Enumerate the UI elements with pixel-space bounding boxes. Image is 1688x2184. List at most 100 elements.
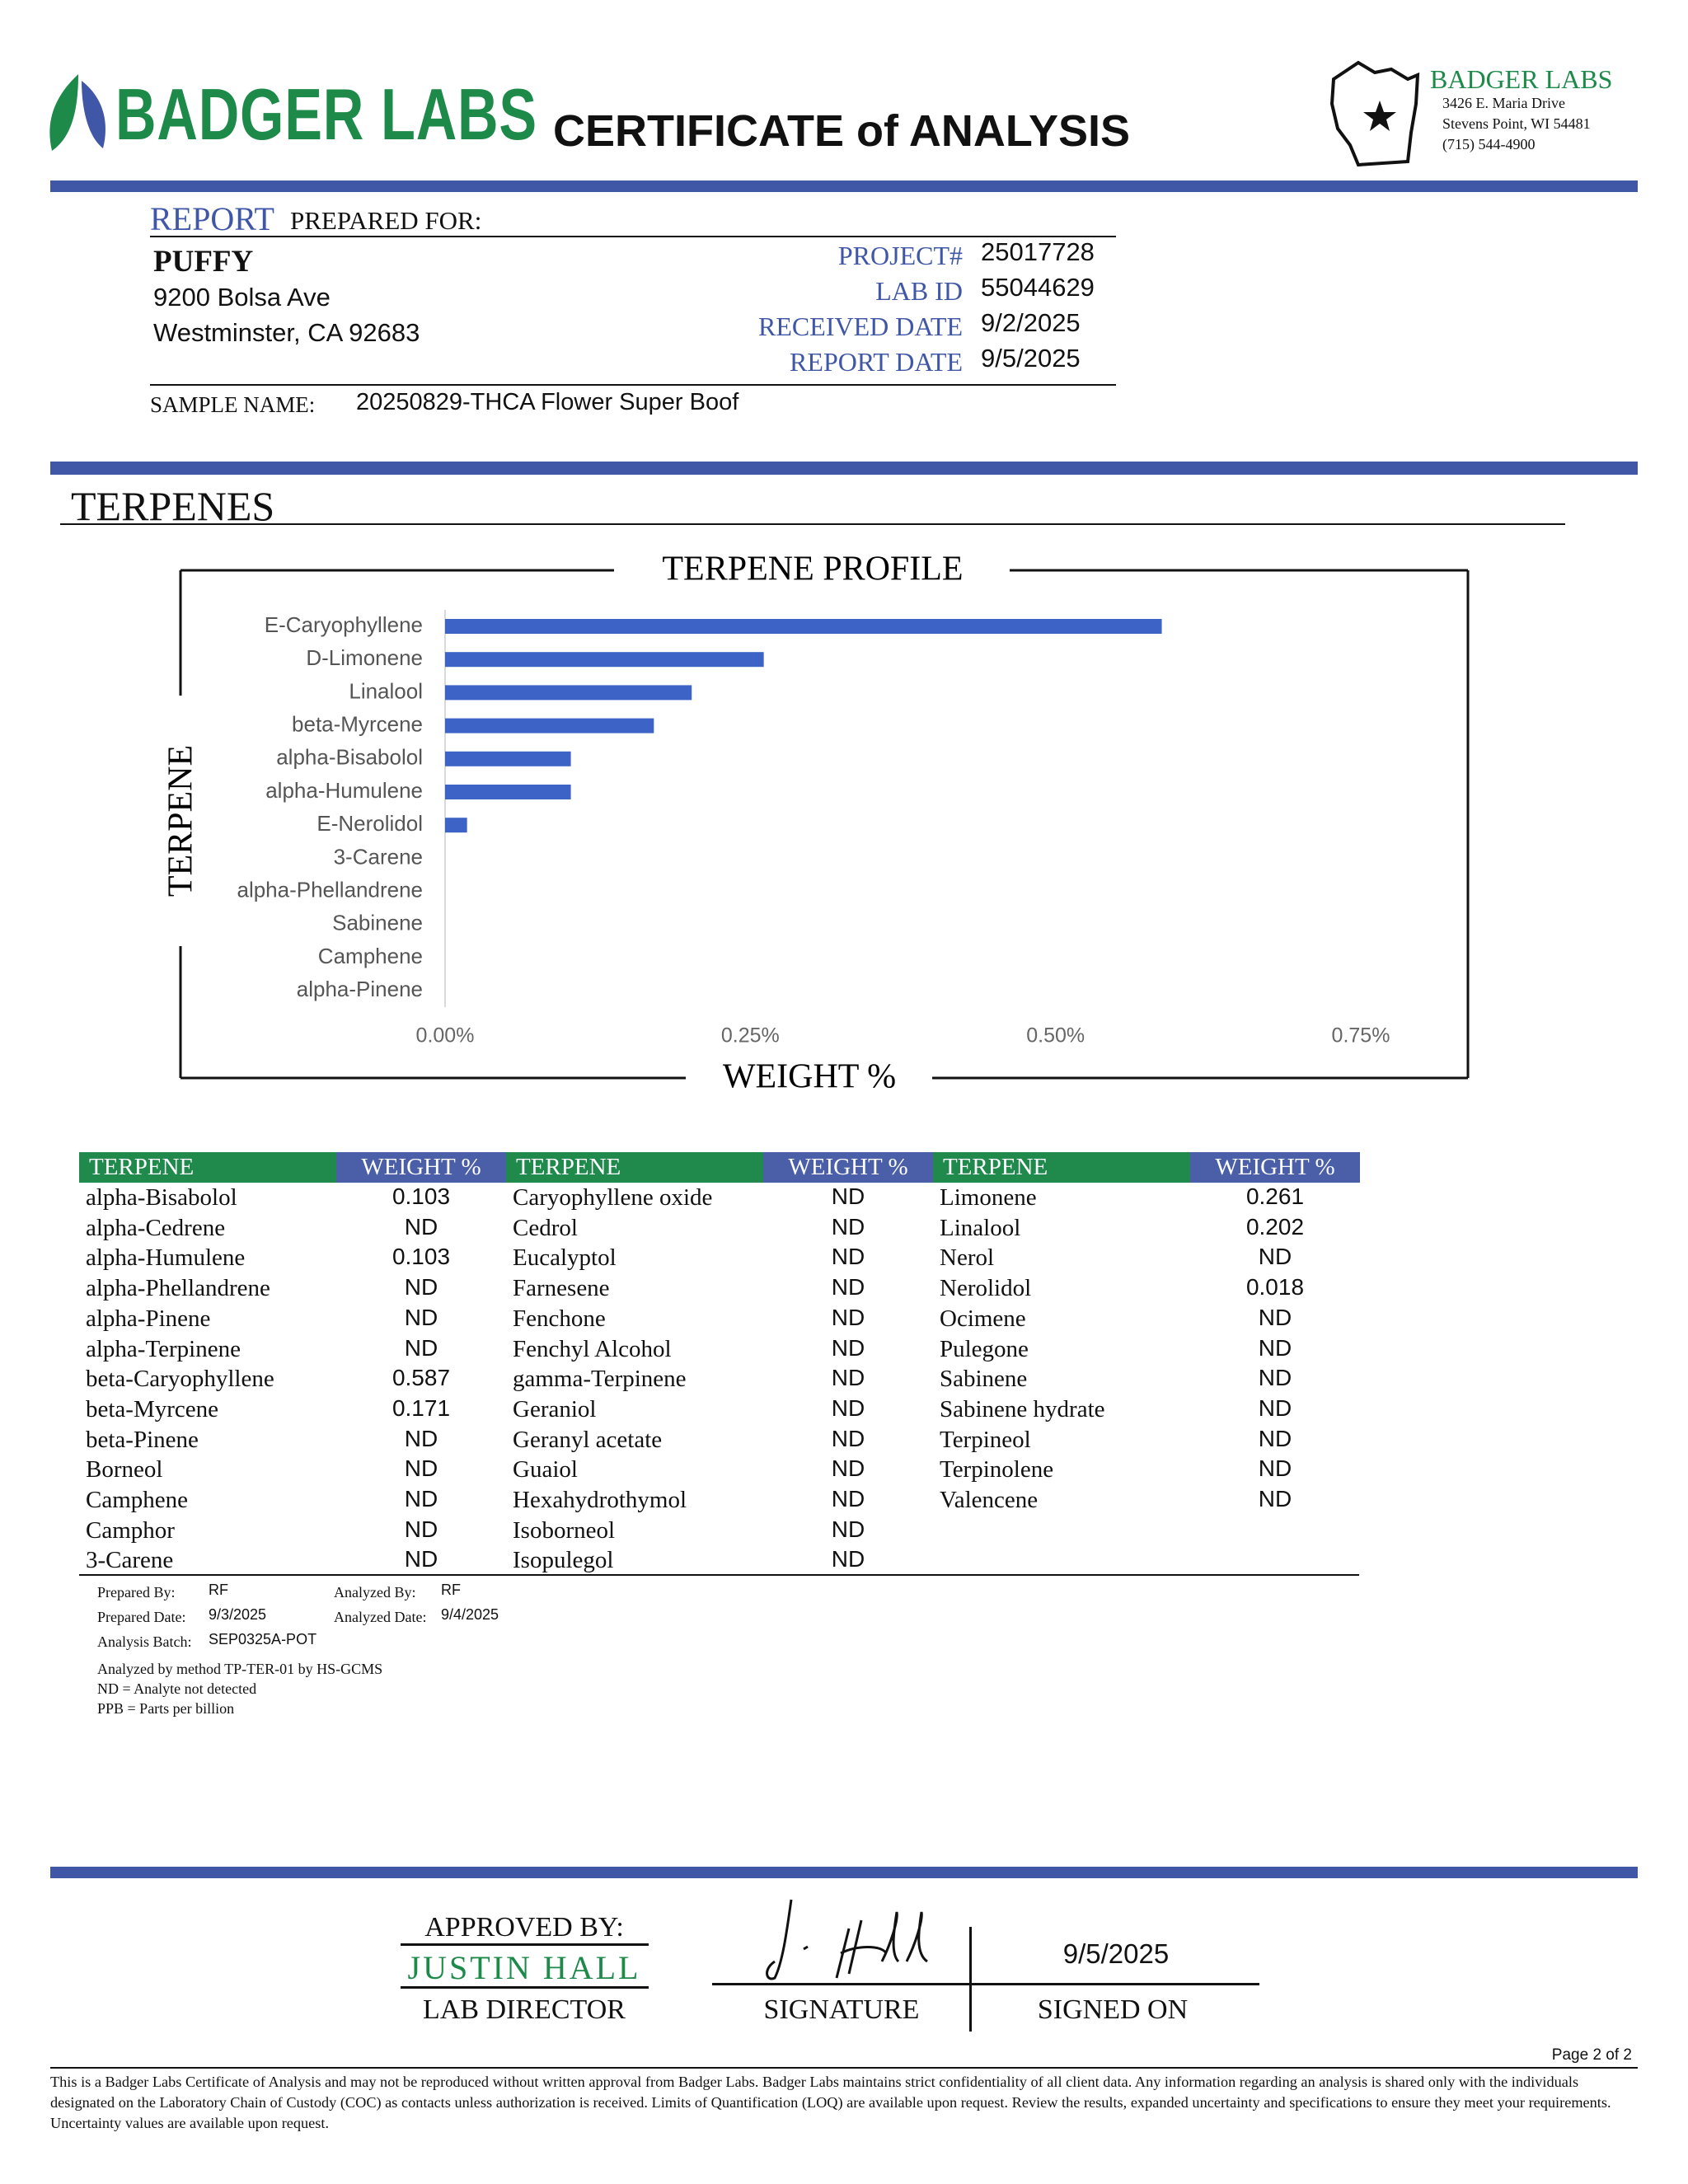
meta-value: RF: [209, 1582, 228, 1598]
terpene-name: Caryophyllene oxide: [513, 1184, 713, 1211]
bar: [445, 751, 571, 766]
divider-bar: [50, 462, 1638, 475]
terpene-weight: ND: [1258, 1394, 1292, 1421]
rule: [401, 1943, 649, 1946]
terpene-weight: ND: [404, 1334, 438, 1361]
terpene-name: alpha-Pinene: [86, 1305, 211, 1332]
y-tick-label: Linalool: [349, 678, 423, 703]
meta-label: Prepared By:: [97, 1584, 176, 1601]
terpene-name: Eucalyptol: [513, 1244, 617, 1272]
meta-value: 9/4/2025: [441, 1606, 499, 1623]
note: PPB = Parts per billion: [97, 1700, 235, 1717]
terpene-name: Linalool: [940, 1214, 1021, 1241]
terpene-weight: ND: [831, 1304, 865, 1330]
divider-bar: [50, 1867, 1638, 1878]
meta-value: 9/3/2025: [209, 1606, 267, 1623]
signed-label: SIGNED ON: [1037, 1994, 1189, 2025]
terpene-name: Geranyl acetate: [513, 1426, 663, 1453]
y-tick-label: alpha-Pinene: [297, 977, 423, 1001]
terpene-name: Sabinene: [940, 1366, 1028, 1393]
divider-bar: [50, 180, 1638, 192]
terpene-weight: ND: [1258, 1425, 1292, 1451]
chart: TERPENE PROFILE WEIGHT % TERPENE 0.00% 0.25%…: [162, 552, 1470, 1096]
signature: [766, 1899, 928, 1980]
x-tick-label: 0.25%: [721, 1024, 780, 1047]
sample-name: 20250829-THCA Flower Super Boof: [356, 389, 739, 415]
field-label: PROJECT#: [837, 241, 963, 270]
section-title: TERPENES: [71, 483, 275, 529]
field-value: 55044629: [981, 273, 1095, 302]
rule: [150, 236, 1116, 237]
meta-label: Analyzed Date:: [334, 1609, 427, 1625]
note: ND = Analyte not detected: [97, 1680, 257, 1697]
y-tick-label: D-Limonene: [306, 645, 423, 670]
y-tick-label: E-Caryophyllene: [265, 612, 423, 637]
terpene-name: beta-Myrcene: [86, 1395, 219, 1422]
rule: [79, 1574, 1359, 1576]
meta-value: RF: [441, 1582, 461, 1598]
approver-role: LAB DIRECTOR: [423, 1994, 626, 2025]
meta-value: SEP0325A-POT: [209, 1631, 317, 1647]
terpene-weight: ND: [831, 1183, 865, 1209]
terpene-weight: ND: [1258, 1455, 1292, 1482]
doc-title: CERTIFICATE of ANALYSIS: [552, 106, 1131, 156]
y-tick-label: Camphene: [318, 944, 423, 968]
logo-text: BADGER LABS: [115, 73, 537, 155]
terpene-weight: ND: [404, 1486, 438, 1511]
terpene-name: Nerol: [940, 1244, 995, 1272]
terpene-weight: ND: [831, 1546, 865, 1572]
terpene-weight: ND: [404, 1274, 438, 1301]
table-header: TERPENE: [933, 1152, 1190, 1183]
terpene-name: Fenchone: [513, 1305, 606, 1332]
terpene-weight: 0.202: [1245, 1213, 1305, 1240]
terpene-weight: ND: [831, 1516, 865, 1542]
terpene-name: Fenchyl Alcohol: [513, 1335, 672, 1362]
terpene-weight: 0.587: [392, 1365, 451, 1391]
y-axis-label: TERPENE: [162, 745, 200, 897]
bar: [445, 652, 764, 668]
report-heading: PREPARED FOR:: [290, 206, 482, 235]
terpene-name: gamma-Terpinene: [513, 1366, 687, 1393]
terpene-name: alpha-Cedrene: [86, 1214, 226, 1241]
y-tick-label: E-Nerolidol: [316, 811, 423, 836]
x-tick-label: 0.75%: [1332, 1024, 1390, 1047]
y-tick-label: 3-Carene: [334, 844, 423, 869]
terpene-name: 3-Carene: [86, 1547, 174, 1574]
table-header: WEIGHT %: [336, 1152, 506, 1183]
terpene-name: alpha-Bisabolol: [86, 1184, 237, 1211]
address-line: 3426 E. Maria Drive: [1442, 95, 1565, 111]
terpene-weight: ND: [404, 1304, 438, 1330]
terpene-weight: ND: [831, 1394, 865, 1421]
table-header: TERPENE: [506, 1152, 763, 1183]
terpene-name: alpha-Phellandrene: [86, 1275, 270, 1302]
field-label: RECEIVED DATE: [758, 312, 963, 341]
client-name: PUFFY: [153, 245, 254, 279]
terpene-name: beta-Caryophyllene: [86, 1366, 274, 1393]
state-icon: [1329, 60, 1420, 167]
page-number: Page 2 of 2: [1551, 2046, 1632, 2064]
signature-label: SIGNATURE: [763, 1994, 920, 2025]
terpene-name: Farnesene: [513, 1275, 610, 1302]
terpene-name: Cedrol: [513, 1214, 578, 1241]
terpene-weight: ND: [831, 1334, 865, 1361]
terpene-name: Pulegone: [940, 1335, 1029, 1362]
bar: [445, 685, 692, 701]
terpene-name: Camphene: [86, 1487, 189, 1513]
terpene-name: Geraniol: [513, 1395, 597, 1422]
terpene-name: alpha-Humulene: [86, 1244, 246, 1272]
terpene-name: Isopulegol: [513, 1547, 614, 1574]
terpene-name: alpha-Terpinene: [86, 1335, 241, 1362]
terpene-weight: 0.261: [1245, 1183, 1305, 1209]
terpene-weight: ND: [831, 1244, 865, 1270]
terpene-weight: ND: [404, 1546, 438, 1572]
address-line: Stevens Point, WI 54481: [1442, 115, 1591, 132]
terpene-weight: ND: [831, 1213, 865, 1240]
terpene-weight: ND: [1258, 1244, 1292, 1270]
bar: [445, 619, 1162, 634]
report-heading: REPORT: [150, 200, 274, 237]
field-value: 25017728: [981, 237, 1095, 266]
meta-label: Analysis Batch:: [97, 1633, 192, 1650]
disclaimer: This is a Badger Labs Certificate of Ana…: [50, 2074, 1611, 2131]
terpene-weight: ND: [1258, 1486, 1292, 1511]
rule: [401, 1986, 649, 1989]
